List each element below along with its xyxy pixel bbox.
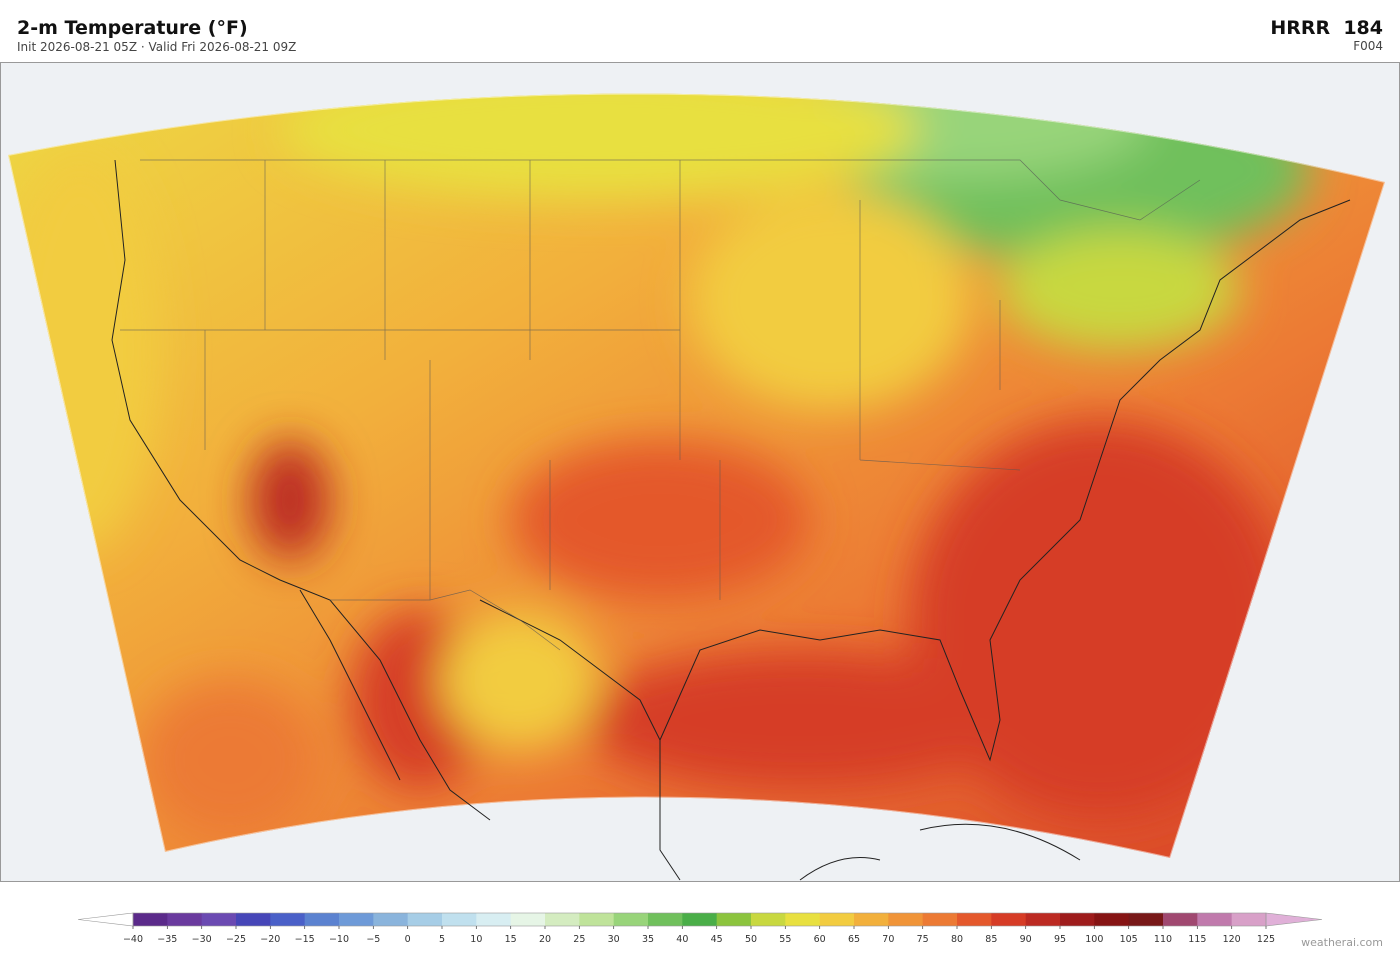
colorbar-segment	[579, 913, 615, 926]
colorbar-tick-label: 85	[985, 934, 997, 945]
colorbar-segment	[819, 913, 855, 926]
colorbar-tick-label: 50	[745, 934, 757, 945]
colorbar-segment	[991, 913, 1027, 926]
colorbar-segment	[1025, 913, 1061, 926]
colorbar-segment	[339, 913, 374, 926]
colorbar-segment	[373, 913, 409, 926]
colorbar-tick-label: 90	[1020, 934, 1032, 945]
colorbar-segment	[407, 913, 443, 926]
colorbar-segment	[957, 913, 992, 926]
model: HRRR 184	[1270, 17, 1383, 39]
colorbar-tick-label: 100	[1085, 934, 1103, 945]
colorbar-tick-label: −20	[260, 934, 280, 945]
colorbar-segment	[304, 913, 340, 926]
colorbar-tick-label: 120	[1223, 934, 1241, 945]
borders	[120, 159, 1201, 651]
colorbar-tick-label: 125	[1257, 934, 1275, 945]
colorbar-tick-label: 55	[779, 934, 791, 945]
colorbar: −40 −35 −30 −25 −20 −15 −10 −5 0 5 10 15 20 25 30 35 40 4…	[77, 912, 1323, 945]
colorbar-tick-label: −30	[192, 934, 212, 945]
colorbar-tick-label: 60	[814, 934, 826, 945]
colorbar-segment	[1060, 913, 1095, 926]
colorbar-tick-label: −5	[366, 934, 380, 945]
colorbar-segment	[888, 913, 924, 926]
colorbar-tick-label: 115	[1188, 934, 1206, 945]
colorbar-tick-label: 15	[505, 934, 517, 945]
credit: weatherai.com	[1301, 936, 1383, 949]
colorbar-segment	[133, 913, 168, 926]
colorbar-tick-label: 10	[470, 934, 482, 945]
subtitle: Init 2026-08-21 05Z · Valid Fri 2026-08-…	[17, 40, 296, 54]
colorbar-segment	[236, 913, 271, 926]
colorbar-segment	[476, 913, 512, 926]
colorbar-extend-low	[77, 912, 134, 927]
colorbar-segment	[785, 913, 821, 926]
temperature-field	[8, 93, 1385, 859]
title: 2-m Temperature (°F)	[17, 17, 248, 39]
colorbar-segment	[682, 913, 718, 926]
colorbar-tick-label: 70	[882, 934, 894, 945]
colorbar-outline	[132, 912, 1267, 927]
colorbar-segment	[648, 913, 683, 926]
colorbar-tick-label: −15	[295, 934, 315, 945]
colorbar-segment	[1197, 913, 1233, 926]
colorbar-tick-label: −10	[329, 934, 349, 945]
colorbar-segment	[510, 913, 546, 926]
colorbar-tick-label: 45	[711, 934, 723, 945]
colorbar-extend-high	[1265, 912, 1323, 927]
map	[0, 62, 1400, 882]
colorbar-tick-label: 75	[917, 934, 929, 945]
colorbar-segment	[442, 913, 477, 926]
colorbar-tick-label: 20	[539, 934, 551, 945]
colorbar-tick-label: 65	[848, 934, 860, 945]
colorbar-tick-label: 0	[405, 934, 411, 945]
forecast-hour: F004	[1353, 39, 1383, 53]
colorbar-segment	[1163, 913, 1198, 926]
colorbar-tick-label: 5	[439, 934, 445, 945]
colorbar-segment	[613, 913, 649, 926]
colorbar-tick-label: 80	[951, 934, 963, 945]
colorbar-segment	[716, 913, 752, 926]
colorbar-tick-label: 25	[573, 934, 585, 945]
colorbar-segment	[922, 913, 958, 926]
colorbar-segment	[167, 913, 203, 926]
colorbar-tick-label: 105	[1120, 934, 1138, 945]
colorbar-segment	[1231, 913, 1267, 926]
colorbar-tick-label: 30	[608, 934, 620, 945]
colorbar-tick-label: 110	[1154, 934, 1172, 945]
colorbar-tick-label: 95	[1054, 934, 1066, 945]
colorbar-segment	[751, 913, 786, 926]
colorbar-tick-label: 40	[676, 934, 688, 945]
colorbar-tick-label: −40	[123, 934, 143, 945]
colorbar-segment	[1128, 913, 1164, 926]
colorbar-segment	[270, 913, 306, 926]
colorbar-tick-label: −25	[226, 934, 246, 945]
colorbar-segment	[1094, 913, 1130, 926]
colorbar-segment	[201, 913, 237, 926]
colorbar-segment	[854, 913, 889, 926]
colorbar-segment	[545, 913, 580, 926]
colorbar-tick-label: 35	[642, 934, 654, 945]
colorbar-tick-label: −35	[157, 934, 177, 945]
coastline	[111, 159, 1351, 881]
